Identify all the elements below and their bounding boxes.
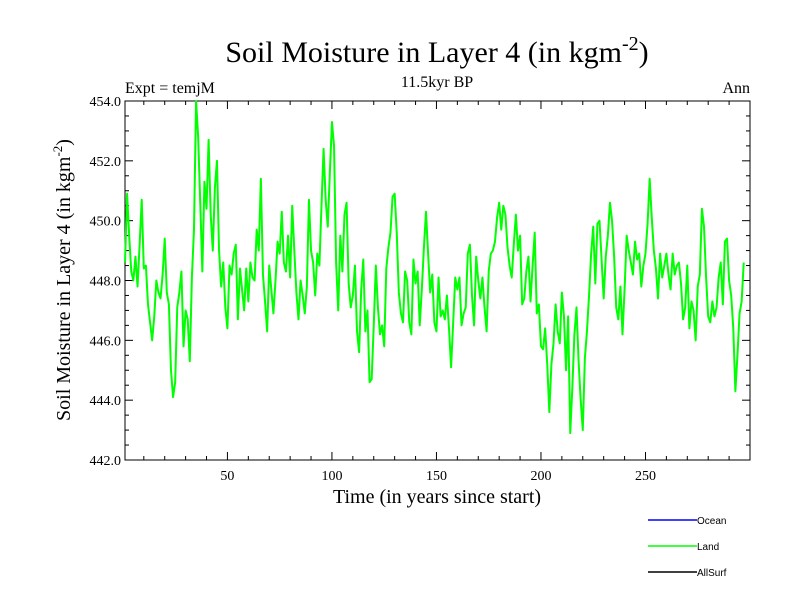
x-tick-label: 200	[530, 469, 551, 484]
legend-label-ocean: Ocean	[697, 516, 726, 527]
x-tick-label: 100	[321, 469, 342, 484]
x-tick-label: 50	[220, 469, 234, 484]
y-tick-label: 442.0	[90, 454, 122, 469]
y-tick-label: 446.0	[90, 334, 122, 349]
legend-label-land: Land	[697, 542, 719, 553]
y-axis: 442.0 444.0 446.0 448.0 450.0 452.0 454.0	[90, 95, 750, 469]
chart-subtitle: 11.5kyr BP	[401, 74, 473, 91]
season-label: Ann	[722, 80, 750, 97]
land-series-line	[124, 100, 745, 435]
x-axis-label: Time (in years since start)	[333, 486, 541, 508]
legend-label-allsurf: AllSurf	[697, 568, 727, 579]
y-tick-label: 454.0	[90, 95, 122, 110]
y-tick-label: 452.0	[90, 155, 122, 170]
legend: Ocean Land AllSurf	[648, 516, 727, 579]
y-tick-label: 448.0	[90, 275, 122, 290]
x-tick-label: 250	[635, 469, 656, 484]
x-tick-label: 150	[426, 469, 447, 484]
x-axis: 50 100 150 200 250	[143, 101, 730, 484]
chart-title: Soil Moisture in Layer 4 (in kgm-2)	[225, 33, 648, 69]
y-axis-label: Soil Moisture in Layer 4 (in kgm-2)	[50, 139, 75, 421]
experiment-label: Expt = temjM	[125, 80, 215, 97]
y-tick-label: 444.0	[90, 394, 122, 409]
y-tick-label: 450.0	[90, 215, 122, 230]
